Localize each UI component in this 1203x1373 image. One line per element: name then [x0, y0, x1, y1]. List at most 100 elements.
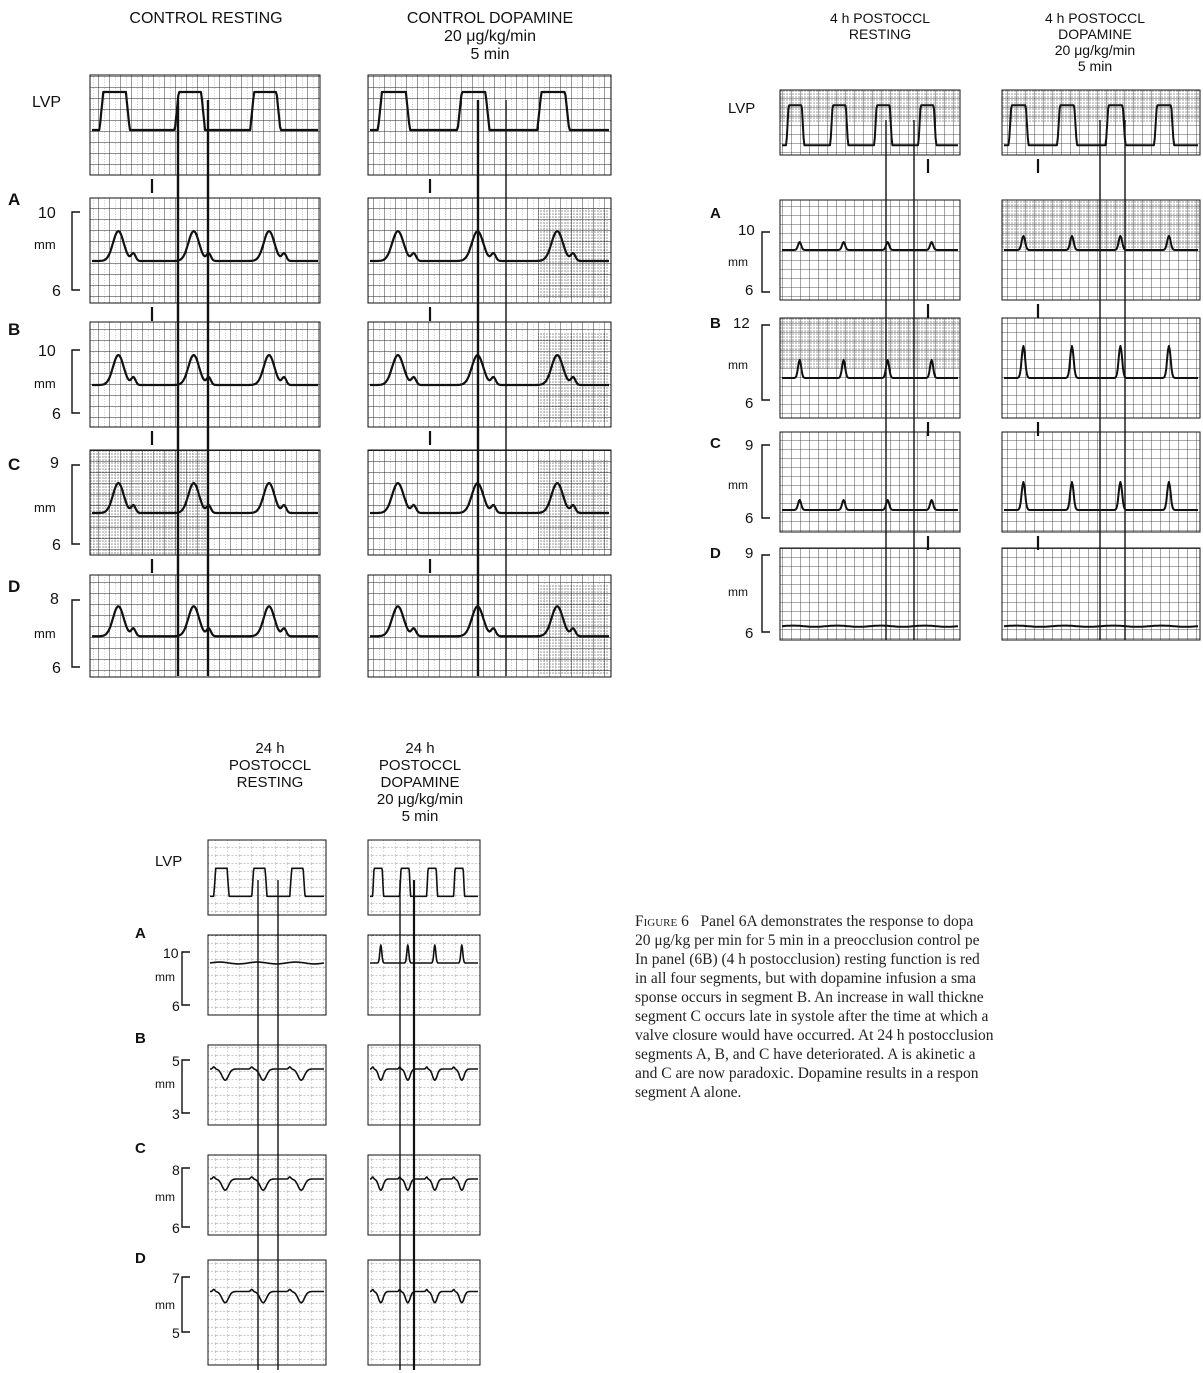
caption-line: valve closure would have occurred. At 24…	[635, 1027, 994, 1044]
trace-6b-c-col1	[781, 499, 959, 511]
scale-bottom-c-6b: 6	[745, 510, 754, 527]
segment-letter-a-6c: A	[135, 925, 146, 942]
trace-6a-a-col1	[91, 229, 319, 263]
trace-6b-d-col2	[1003, 624, 1199, 628]
trace-6b-lvp-col2	[1003, 104, 1199, 147]
caption-line-text: Panel 6A demonstrates the response to do…	[700, 913, 974, 930]
trace-6a-d-col1	[91, 605, 319, 638]
trace-6b-a-col1	[781, 241, 959, 251]
scale-unit-c-6b: mm	[728, 478, 748, 492]
segment-letter-d-6b: D	[710, 545, 721, 562]
caption-line: In panel (6B) (4 h postocclusion) restin…	[635, 951, 980, 968]
caption-line: segment C occurs late in systole after t…	[635, 1008, 989, 1025]
scale-bottom-d-6c: 5	[172, 1325, 180, 1341]
bracket-6c-d	[181, 1276, 190, 1333]
caption-line: Figure 6 Panel 6A demonstrates the respo…	[635, 912, 1195, 931]
header-control-resting: CONTROL RESTING	[129, 10, 283, 27]
strip-6c-c-col2	[367, 1154, 481, 1236]
lvp-label-6a: LVP	[32, 94, 62, 111]
caption-figure-label: Figure 6	[635, 913, 689, 930]
scale-unit-d-6a: mm	[34, 626, 56, 641]
header-24h-dopamine: 24 h POSTOCCL DOPAMINE 20 μg/kg/min 5 mi…	[376, 740, 464, 825]
segment-letter-c-6c: C	[135, 1140, 146, 1157]
bracket-6c-a	[181, 951, 190, 1006]
strip-6c-d-col2	[367, 1259, 481, 1366]
strip-6b-d-col1	[779, 547, 961, 641]
trace-6a-c-col1	[91, 481, 319, 515]
strip-6c-lvp-col2	[367, 839, 481, 916]
scale-top-d-6a: 8	[50, 591, 59, 608]
trace-6c-a-col2	[369, 944, 479, 964]
caption-line: and C are now paradoxic. Dopamine result…	[635, 1065, 979, 1082]
trace-6a-c-col2	[370, 481, 609, 515]
scale-unit-c-6c: mm	[155, 1190, 175, 1204]
segment-letter-b-6c: B	[135, 1030, 146, 1047]
segment-letter-c-6b: C	[710, 435, 721, 452]
strip-6c-a-col2	[367, 934, 481, 1016]
header-control-dopamine: CONTROL DOPAMINE 20 μg/kg/min 5 min	[406, 10, 574, 63]
scale-top-c-6a: 9	[50, 455, 59, 472]
segment-letter-d-6a: D	[8, 577, 21, 596]
trace-6b-b-col2	[1003, 345, 1199, 379]
bracket-6a-b	[71, 349, 80, 414]
scale-top-d-6b: 9	[745, 545, 754, 562]
timing-markers	[150, 100, 1126, 1370]
figure-caption: Figure 6 Panel 6A demonstrates the respo…	[635, 912, 1195, 1102]
scale-unit-b-6a: mm	[34, 376, 56, 391]
segment-letter-c-6a: C	[8, 455, 21, 474]
bracket-6c-c	[181, 1167, 190, 1228]
lvp-label-6b: LVP	[728, 100, 756, 117]
strip-6a-c-col1-shading	[90, 450, 210, 555]
strip-6a-a-col1	[89, 197, 321, 304]
trace-6a-b-col1	[91, 353, 319, 387]
bracket-6b-c	[761, 444, 770, 519]
segment-letter-b-6b: B	[710, 315, 721, 332]
caption-line: segments A, B, and C have deteriorated. …	[635, 1046, 976, 1063]
segment-letter-d-6c: D	[135, 1250, 146, 1267]
scale-unit-a-6a: mm	[34, 237, 56, 252]
scale-bottom-d-6a: 6	[52, 660, 61, 677]
strip-6b-d-col2	[1001, 547, 1201, 641]
scale-bottom-b-6c: 3	[172, 1106, 180, 1122]
scale-bottom-a-6c: 6	[172, 998, 180, 1014]
scale-top-c-6b: 9	[745, 437, 754, 454]
scale-top-b-6a: 10	[38, 343, 56, 360]
scale-unit-a-6b: mm	[728, 255, 748, 269]
scale-unit-b-6b: mm	[728, 358, 748, 372]
scale-top-a-6a: 10	[38, 205, 56, 222]
scale-top-a-6c: 10	[163, 945, 179, 961]
trace-6c-d-col1	[209, 1288, 325, 1304]
scale-unit-c-6a: mm	[34, 500, 56, 515]
lvp-label-6c: LVP	[155, 853, 183, 870]
strip-6c-d-col1	[207, 1259, 327, 1366]
trace-6c-lvp-col1	[209, 867, 325, 898]
scale-bottom-a-6a: 6	[52, 283, 61, 300]
trace-6a-d-col2	[370, 605, 609, 638]
trace-6b-a-col2	[1003, 235, 1199, 251]
bracket-6a-d	[71, 599, 80, 668]
caption-line: 20 μg/kg per min for 5 min in a preocclu…	[635, 932, 980, 949]
strip-6b-c-col1	[779, 431, 961, 533]
trace-6c-lvp-col2	[369, 867, 479, 898]
trace-6a-b-col2	[370, 353, 609, 387]
scale-top-b-6c: 5	[172, 1053, 180, 1069]
recording-strips	[71, 74, 1201, 1366]
scale-unit-b-6c: mm	[155, 1077, 175, 1091]
scale-unit-d-6c: mm	[155, 1298, 175, 1312]
scale-bottom-d-6b: 6	[745, 625, 754, 642]
strip-6b-b-col2	[1001, 317, 1201, 419]
scale-unit-d-6b: mm	[728, 585, 748, 599]
waveform-traces	[91, 90, 1199, 1304]
scale-bottom-c-6a: 6	[52, 537, 61, 554]
bracket-6c-b	[181, 1059, 190, 1114]
trace-6c-b-col1	[209, 1066, 325, 1081]
trace-6a-a-col2	[370, 229, 609, 263]
header-24h-resting: 24 h POSTOCCL RESTING	[228, 740, 312, 791]
bracket-6a-a	[71, 211, 80, 291]
caption-line: in all four segments, but with dopamine …	[635, 970, 976, 987]
trace-6a-lvp-col1	[91, 90, 319, 132]
strip-6c-c-col1	[207, 1154, 327, 1236]
strip-6b-b-col1-shading	[780, 318, 960, 368]
scale-bottom-b-6b: 6	[745, 395, 754, 412]
